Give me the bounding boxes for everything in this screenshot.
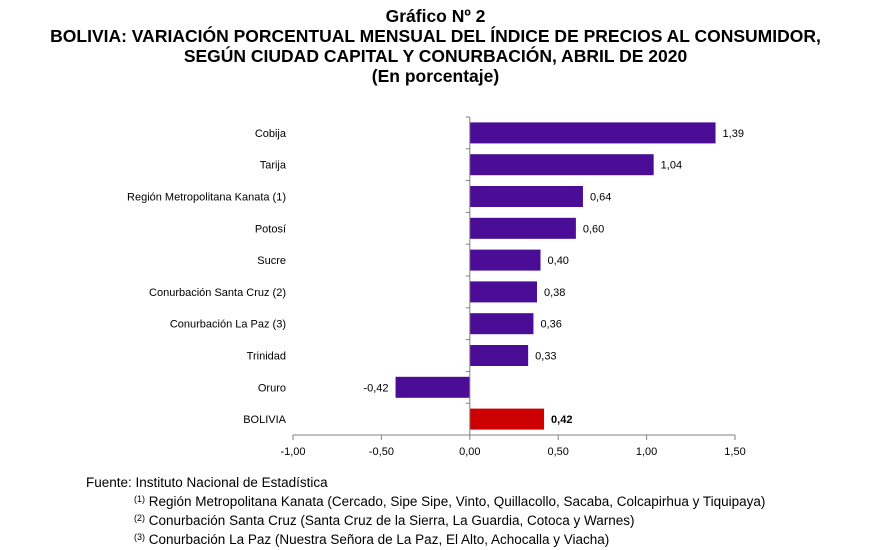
category-label: Sucre [257, 255, 286, 267]
chart-title-block: Gráfico Nº 2 BOLIVIA: VARIACIÓN PORCENTU… [0, 6, 871, 86]
category-label: Conurbación Santa Cruz (2) [149, 287, 286, 299]
data-label: 0,40 [548, 255, 569, 267]
footnote-text: Conurbación La Paz (Nuestra Señora de La… [148, 532, 610, 547]
data-label: -0,42 [363, 382, 388, 394]
source-note: Fuente: Instituto Nacional de Estadístic… [86, 475, 328, 490]
footnote: (3) Conurbación La Paz (Nuestra Señora d… [86, 529, 765, 548]
bar [469, 154, 654, 176]
data-label: 0,38 [544, 287, 565, 299]
data-label: 0,42 [551, 414, 572, 426]
footnote: (1) Región Metropolitana Kanata (Cercado… [86, 491, 765, 510]
category-label: Tarija [260, 160, 287, 172]
chart-subtitle: (En porcentaje) [371, 66, 500, 86]
bar [395, 376, 470, 398]
x-tick-label: 0,50 [547, 446, 568, 458]
x-tick-label: 1,00 [636, 446, 657, 458]
bar [469, 249, 541, 271]
bar [469, 281, 537, 303]
bar-chart: Cobija 1,39 Tarija 1,04 Región Metropolitana… [127, 116, 746, 458]
category-label: Cobija [255, 128, 287, 140]
category-label: Oruro [258, 382, 286, 394]
bar [469, 217, 576, 239]
x-tick-label: 0,00 [459, 446, 480, 458]
bar [469, 313, 534, 335]
data-label: 1,39 [723, 128, 744, 140]
category-label: BOLIVIA [243, 414, 286, 426]
data-label: 0,64 [590, 192, 611, 204]
footnote-mark: (1) [134, 494, 145, 504]
category-label: Potosí [255, 223, 286, 235]
chart-title-line-1: BOLIVIA: VARIACIÓN PORCENTUAL MENSUAL DE… [50, 26, 821, 46]
category-label: Conurbación La Paz (3) [170, 319, 286, 331]
footnote-mark: (3) [134, 532, 145, 542]
bar [469, 345, 529, 366]
data-label: 1,04 [661, 160, 682, 172]
chart-title-line-2: SEGÚN CIUDAD CAPITAL Y CONURBACIÓN, ABRI… [183, 46, 688, 66]
bar [469, 186, 583, 207]
x-tick-label: 1,50 [724, 446, 745, 458]
data-label: 0,60 [583, 223, 604, 235]
x-tick-label: -1,00 [280, 446, 305, 458]
bar [469, 122, 716, 144]
category-label: Trinidad [247, 351, 286, 363]
footnote-mark: (2) [134, 513, 145, 523]
category-label: Región Metropolitana Kanata (1) [127, 192, 286, 204]
bar [469, 408, 545, 430]
data-label: 0,36 [540, 319, 561, 331]
footnote-text: Región Metropolitana Kanata (Cercado, Si… [148, 494, 766, 509]
chart-notes: Fuente: Instituto Nacional de Estadístic… [86, 474, 765, 548]
footnote-text: Conurbación Santa Cruz (Santa Cruz de la… [148, 513, 635, 528]
x-tick-label: -0,50 [369, 446, 394, 458]
chart-number: Gráfico Nº 2 [385, 6, 486, 26]
footnote: (2) Conurbación Santa Cruz (Santa Cruz d… [86, 510, 765, 529]
data-label: 0,33 [535, 351, 556, 363]
